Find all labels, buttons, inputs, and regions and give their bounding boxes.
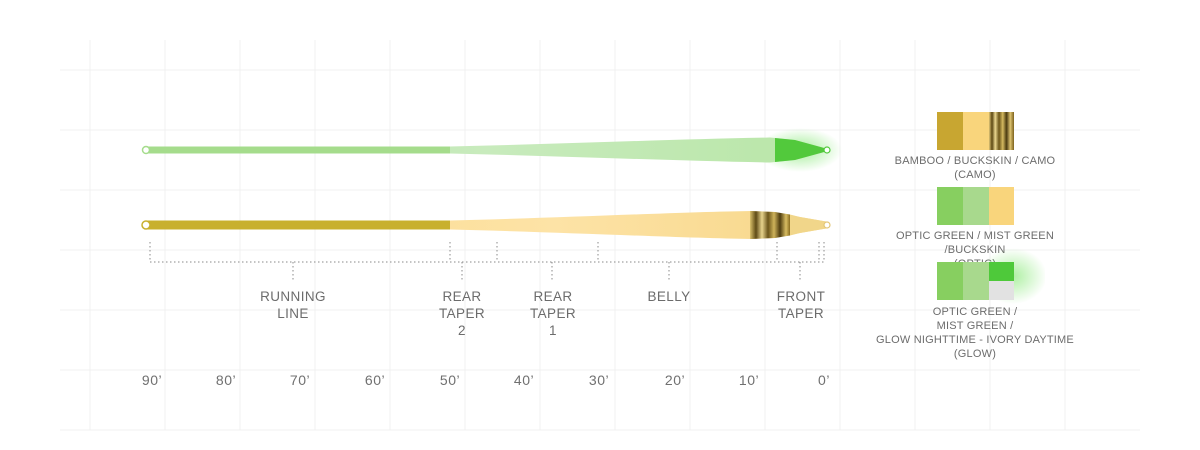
swatch-optic [937, 187, 1014, 225]
swatch-color-ivory [989, 281, 1014, 300]
swatch-color-glow [989, 262, 1014, 281]
swatch-color-bamboo [937, 112, 963, 150]
swatch-camo [937, 112, 1014, 150]
segment-text: REAR [533, 289, 573, 304]
swatch-color-buckskin [963, 112, 989, 150]
segment-text: LINE [277, 306, 309, 321]
axis-tick-label: 70’ [289, 372, 311, 388]
segment-text: TAPER [438, 306, 485, 321]
optic-running-line [147, 146, 450, 154]
segment-text: FRONT [776, 289, 826, 304]
segment-text: RUNNING [260, 289, 326, 304]
axis-tick-label: 10’ [738, 372, 760, 388]
swatch-color-optic-green [937, 187, 963, 225]
fly-line-optic [141, 128, 842, 172]
swatch-caption-camo: BAMBOO / BUCKSKIN / CAMO (CAMO) [880, 154, 1070, 182]
swatch-color-optic-green [937, 262, 963, 300]
axis-tick-label: 50’ [439, 372, 461, 388]
segment-text: BELLY [647, 289, 691, 304]
axis-tick-label: 90’ [141, 372, 163, 388]
camo-line-body [147, 211, 826, 239]
segment-text: 1 [549, 323, 557, 338]
axis-tick-label: 30’ [588, 372, 610, 388]
segment-text: 2 [458, 323, 466, 338]
caption-line: OPTIC GREEN / MIST GREEN /BUCKSKIN [895, 230, 1054, 256]
camo-loop-rear [141, 220, 151, 230]
segment-text: REAR [442, 289, 482, 304]
segment-label-belly: BELLY [629, 288, 709, 305]
optic-loop-rear [141, 145, 151, 155]
swatch-color-mist-green [963, 187, 989, 225]
segment-label-front-taper: FRONT TAPER [765, 288, 837, 322]
caption-line: MIST GREEN / [936, 320, 1014, 332]
swatch-color-mist-green [963, 262, 989, 300]
axis-tick-label: 0’ [818, 372, 830, 388]
caption-line: (CAMO) [954, 169, 996, 181]
swatch-color-buckskin [989, 187, 1014, 225]
axis-tick-label: 20’ [664, 372, 686, 388]
axis-tick-label: 40’ [513, 372, 535, 388]
segment-bracket [149, 242, 825, 282]
caption-line: BAMBOO / BUCKSKIN / CAMO [894, 155, 1056, 167]
axis-tick-label: 60’ [364, 372, 386, 388]
optic-line-body [147, 137, 826, 163]
camo-band [750, 211, 790, 239]
caption-line: OPTIC GREEN / [932, 306, 1018, 318]
camo-running-line [147, 220, 450, 230]
axis-tick-label: 80’ [215, 372, 237, 388]
fly-line-camo [141, 211, 831, 239]
swatch-caption-glow: OPTIC GREEN / MIST GREEN / GLOW NIGHTTIM… [872, 305, 1078, 361]
background-grid [60, 40, 1140, 431]
swatch-glow [937, 262, 1014, 300]
segment-label-rear-taper-1: REAR TAPER 1 [523, 288, 583, 339]
segment-label-rear-taper-2: REAR TAPER 2 [432, 288, 492, 339]
swatch-color-glow-ivory [989, 262, 1014, 300]
segment-label-running-line: RUNNING LINE [243, 288, 343, 322]
camo-loop-front [823, 221, 831, 229]
swatch-color-camo [989, 112, 1014, 150]
segment-text: TAPER [529, 306, 576, 321]
optic-loop-front [823, 146, 831, 154]
segment-text: TAPER [777, 306, 824, 321]
optic-glow-tip [775, 138, 826, 162]
caption-line: (GLOW) [953, 348, 997, 360]
caption-line: GLOW NIGHTTIME - IVORY DAYTIME [876, 334, 1074, 346]
camo-tip [790, 214, 826, 236]
